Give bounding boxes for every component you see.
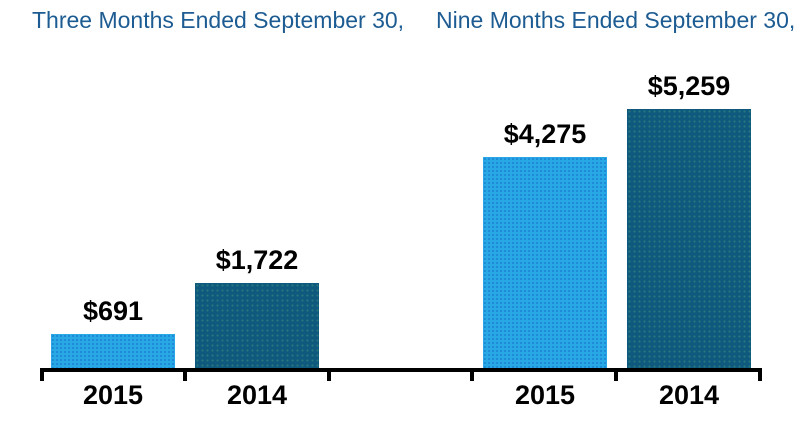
bar-3mo-2014 (195, 283, 319, 368)
x-axis-label-9mo-2015: 2015 (514, 380, 576, 410)
bar-9mo-2015 (483, 157, 607, 368)
bar-value-label: $691 (82, 296, 144, 326)
bar-group-3mo-2014: $1,722 (195, 245, 319, 368)
bar-value-label: $4,275 (503, 119, 587, 149)
bar-group-3mo-2015: $691 (51, 296, 175, 368)
chart-title-nine-months: Nine Months Ended September 30, (436, 7, 796, 33)
axis-tick (40, 368, 44, 381)
bar-9mo-2014 (627, 109, 751, 368)
x-axis-label-9mo-2014: 2014 (658, 380, 720, 410)
x-axis-label-3mo-2015: 2015 (82, 380, 144, 410)
bar-3mo-2015 (51, 334, 175, 368)
bar-group-9mo-2014: $5,259 (627, 71, 751, 368)
chart-title-three-months: Three Months Ended September 30, (32, 7, 405, 33)
bar-value-label: $5,259 (647, 71, 731, 101)
axis-tick (183, 368, 187, 381)
axis-tick (614, 368, 618, 381)
axis-tick (470, 368, 474, 381)
x-axis-line (40, 368, 762, 372)
axis-tick (758, 368, 762, 381)
x-axis-label-3mo-2014: 2014 (226, 380, 288, 410)
axis-tick (327, 368, 331, 381)
bar-value-label: $1,722 (215, 245, 299, 275)
bar-group-9mo-2015: $4,275 (483, 119, 607, 368)
